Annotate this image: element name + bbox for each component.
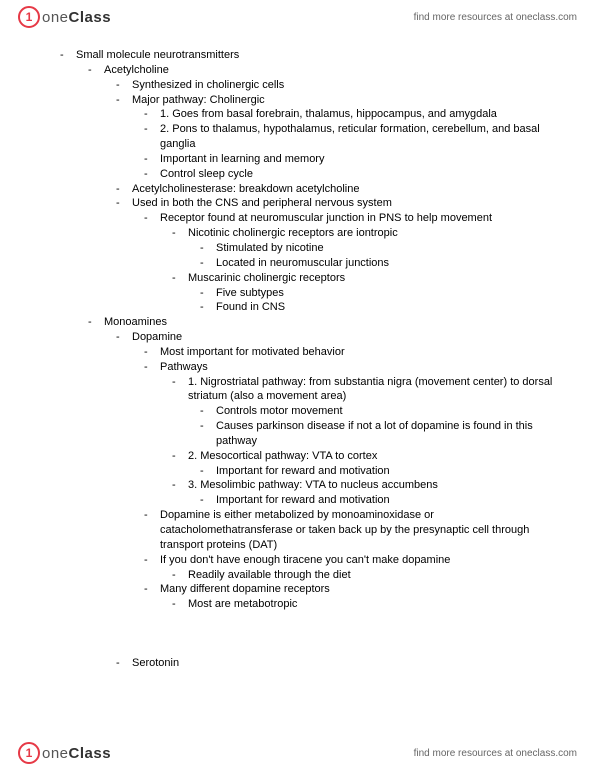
outline-item: If you don't have enough tiracene you ca… <box>144 553 565 568</box>
outline-item: 3. Mesolimbic pathway: VTA to nucleus ac… <box>172 478 565 493</box>
outline-item: 1. Goes from basal forebrain, thalamus, … <box>144 107 565 122</box>
outline-item: 1. Nigrostriatal pathway: from substanti… <box>172 375 565 405</box>
resources-link-bottom[interactable]: find more resources at oneclass.com <box>414 748 577 759</box>
outline-item: Causes parkinson disease if not a lot of… <box>200 419 565 449</box>
outline-item: Serotonin <box>116 656 565 671</box>
logo-text: oneClass <box>42 9 111 26</box>
logo-footer[interactable]: 1 oneClass <box>18 742 111 764</box>
outline-item: Stimulated by nicotine <box>200 241 565 256</box>
outline-item: Important for reward and motivation <box>200 493 565 508</box>
logo-text: oneClass <box>42 745 111 762</box>
outline-item: Monoamines <box>88 315 565 330</box>
outline-item: Major pathway: Cholinergic <box>116 93 565 108</box>
logo-circle-icon: 1 <box>18 742 40 764</box>
outline-item: Most are metabotropic <box>172 597 565 612</box>
outline-item: Controls motor movement <box>200 404 565 419</box>
outline-item: Dopamine is either metabolized by monoam… <box>144 508 565 553</box>
resources-link-top[interactable]: find more resources at oneclass.com <box>414 12 577 23</box>
outline-item: Used in both the CNS and peripheral nerv… <box>116 196 565 211</box>
outline-item: Important for reward and motivation <box>200 464 565 479</box>
outline-item: Control sleep cycle <box>144 167 565 182</box>
outline-item: Small molecule neurotransmitters <box>60 48 565 63</box>
outline-item: Receptor found at neuromuscular junction… <box>144 211 565 226</box>
outline-item: Located in neuromuscular junctions <box>200 256 565 271</box>
outline-item: Synthesized in cholinergic cells <box>116 78 565 93</box>
outline-item: Pathways <box>144 360 565 375</box>
logo-circle-icon: 1 <box>18 6 40 28</box>
outline-item: Important in learning and memory <box>144 152 565 167</box>
header-bar: 1 oneClass find more resources at onecla… <box>0 0 595 34</box>
outline-item: Five subtypes <box>200 286 565 301</box>
document-body: Small molecule neurotransmitters Acetylc… <box>60 48 565 730</box>
outline-item: Dopamine <box>116 330 565 345</box>
outline-item: Acetylcholinesterase: breakdown acetylch… <box>116 182 565 197</box>
outline-item: Found in CNS <box>200 300 565 315</box>
outline-item: Many different dopamine receptors <box>144 582 565 597</box>
outline-item: Acetylcholine <box>88 63 565 78</box>
outline-item: 2. Pons to thalamus, hypothalamus, retic… <box>144 122 565 152</box>
footer-bar: 1 oneClass find more resources at onecla… <box>0 736 595 770</box>
logo[interactable]: 1 oneClass <box>18 6 111 28</box>
outline-item: Readily available through the diet <box>172 568 565 583</box>
outline-item: Nicotinic cholinergic receptors are iont… <box>172 226 565 241</box>
outline-item: Most important for motivated behavior <box>144 345 565 360</box>
outline-item: 2. Mesocortical pathway: VTA to cortex <box>172 449 565 464</box>
outline-item: Muscarinic cholinergic receptors <box>172 271 565 286</box>
